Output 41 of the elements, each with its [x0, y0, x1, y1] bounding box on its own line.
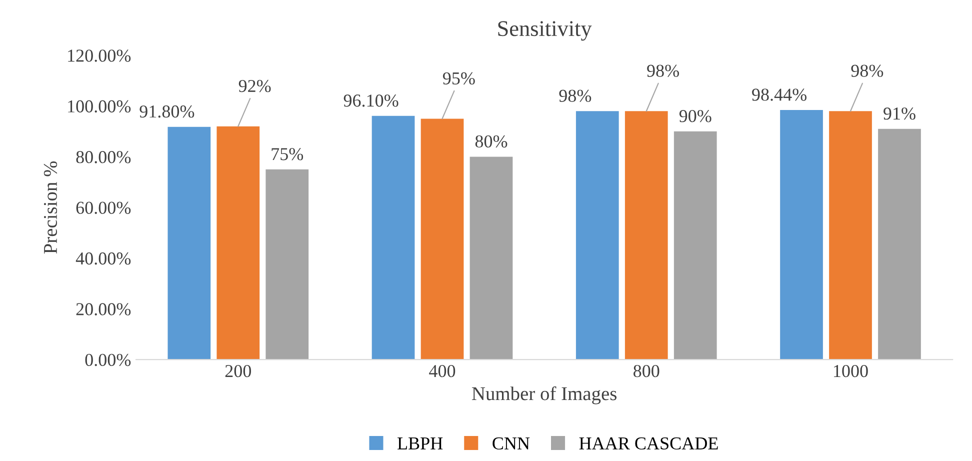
- legend-label: LBPH: [398, 437, 443, 450]
- data-label: 98%: [647, 64, 679, 77]
- legend-label: HAAR CASCADE: [579, 437, 718, 450]
- x-tick-label: 400: [429, 364, 456, 378]
- y-tick-label: 40.00%: [76, 252, 131, 265]
- data-label: 98%: [559, 90, 592, 102]
- bar: [372, 116, 415, 360]
- bar: [266, 169, 309, 360]
- y-tick-label: 0.00%: [85, 354, 131, 366]
- bar: [674, 131, 717, 360]
- y-tick-label: 60.00%: [76, 202, 131, 214]
- data-label: 98.44%: [752, 88, 807, 101]
- data-label: 80%: [475, 135, 508, 148]
- legend-label: CNN: [492, 437, 530, 450]
- x-tick-label: 1000: [834, 364, 868, 378]
- x-tick-label: 200: [225, 364, 251, 378]
- data-label: 91%: [884, 107, 916, 120]
- bar: [829, 111, 872, 360]
- data-label: 95%: [442, 72, 475, 85]
- data-label: 91.80%: [140, 105, 194, 118]
- bar: [878, 128, 921, 360]
- bar: [470, 156, 513, 360]
- bar: [420, 118, 464, 360]
- y-tick-label: 20.00%: [76, 303, 131, 316]
- bar: [576, 111, 619, 360]
- x-axis-title: Number of Images: [472, 386, 617, 404]
- y-tick-label: 80.00%: [76, 150, 131, 164]
- bar: [168, 126, 211, 360]
- data-label: 96.10%: [344, 94, 398, 107]
- y-tick-label: 120.00%: [68, 50, 131, 62]
- x-tick-label: 800: [634, 364, 660, 378]
- data-label: 90%: [679, 110, 712, 122]
- bar: [624, 111, 668, 360]
- chart-title: Sensitivity: [498, 21, 592, 41]
- bar: [216, 126, 260, 360]
- data-label: 75%: [272, 148, 304, 160]
- data-label: 92%: [238, 80, 271, 92]
- y-tick-label: 100.00%: [68, 100, 131, 113]
- bar: [780, 110, 823, 360]
- y-axis-title: Precision %: [44, 161, 58, 254]
- data-label: 98%: [851, 64, 884, 77]
